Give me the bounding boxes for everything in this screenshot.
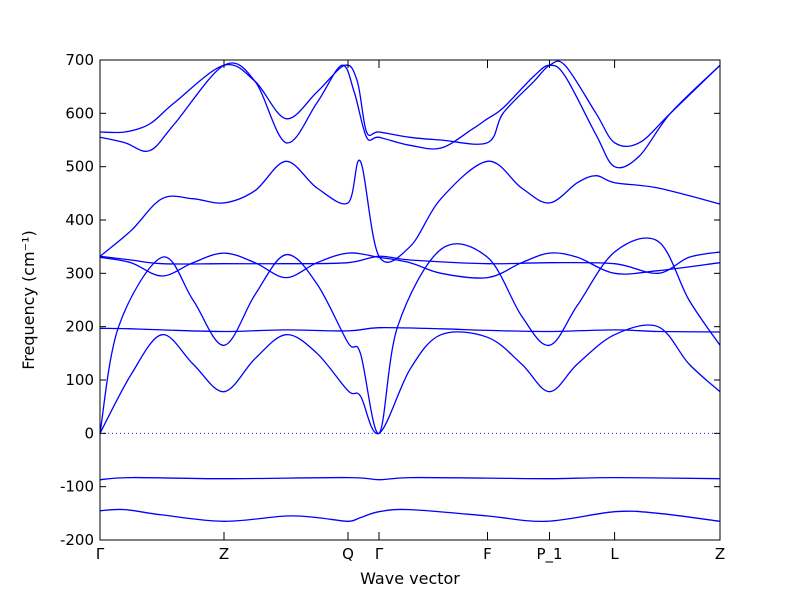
band-line-2	[99, 476, 721, 481]
band-line-8	[99, 159, 721, 263]
band-line-9	[99, 62, 721, 169]
band-line-7	[99, 251, 721, 274]
y-tick-label: 300	[65, 264, 94, 282]
x-tick-label: Γ	[375, 545, 384, 563]
x-tick-label: F	[483, 545, 492, 563]
x-tick-label: P_1	[536, 545, 562, 564]
y-tick-label: 600	[65, 104, 94, 122]
x-tick-label: Z	[219, 545, 229, 563]
y-tick-label: -100	[60, 478, 94, 496]
x-tick-label: L	[610, 545, 619, 563]
x-tick-label: Z	[715, 545, 725, 563]
plot-frame	[99, 59, 721, 541]
y-tick-label: 400	[65, 211, 94, 229]
band-line-1	[99, 508, 721, 523]
band-line-3	[99, 324, 721, 434]
y-tick-label: 100	[65, 371, 94, 389]
band-line-4	[99, 237, 721, 434]
y-tick-label: -200	[60, 531, 94, 549]
band-line-5	[99, 326, 721, 333]
x-tick-label: Q	[342, 545, 354, 563]
y-axis-label: Frequency (cm⁻¹)	[19, 230, 38, 369]
x-tick-label: Γ	[96, 545, 105, 563]
axis-ticks: -200 -100 0 100 200 300 400 500 600 700 Γ Z Q Γ F P_1 L Z	[60, 51, 725, 564]
band-line-10	[99, 60, 721, 148]
y-tick-label: 500	[65, 158, 94, 176]
y-tick-label: 700	[65, 51, 94, 69]
x-axis-label: Wave vector	[360, 569, 460, 588]
band-lines	[99, 60, 721, 523]
y-tick-label: 200	[65, 318, 94, 336]
y-tick-label: 0	[84, 424, 94, 442]
